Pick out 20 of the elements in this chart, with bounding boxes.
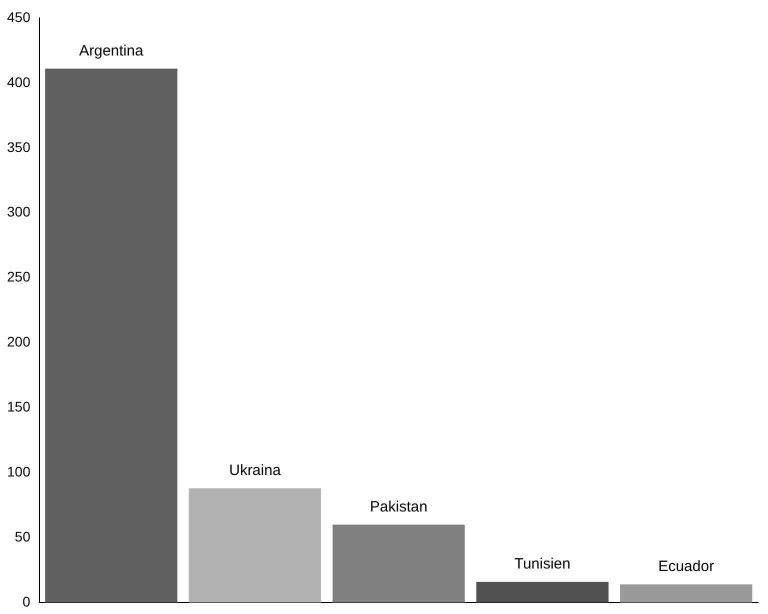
- x-tick-label: Ecuador: [658, 558, 714, 576]
- bar: [476, 582, 609, 603]
- x-tick-label: Argentina: [79, 42, 144, 60]
- y-tick-label: 300: [7, 204, 31, 220]
- bar: [45, 68, 178, 603]
- x-tick-label: Tunisien: [514, 555, 570, 572]
- y-tick-label: 50: [14, 528, 31, 545]
- y-tick-label: 100: [7, 464, 31, 480]
- x-tick-label: Pakistan: [370, 498, 428, 516]
- y-tick-label: 0: [22, 593, 31, 610]
- y-tick-label: 350: [7, 138, 31, 155]
- bar: [620, 584, 752, 603]
- y-tick-label: 450: [7, 8, 31, 25]
- bar: [332, 524, 465, 603]
- x-tick-label: Ukraina: [229, 462, 282, 479]
- y-tick-label: 150: [7, 398, 31, 415]
- y-tick-label: 400: [7, 74, 31, 90]
- y-tick-label: 200: [7, 334, 31, 350]
- y-tick-label: 250: [7, 268, 31, 285]
- bar: [188, 488, 322, 603]
